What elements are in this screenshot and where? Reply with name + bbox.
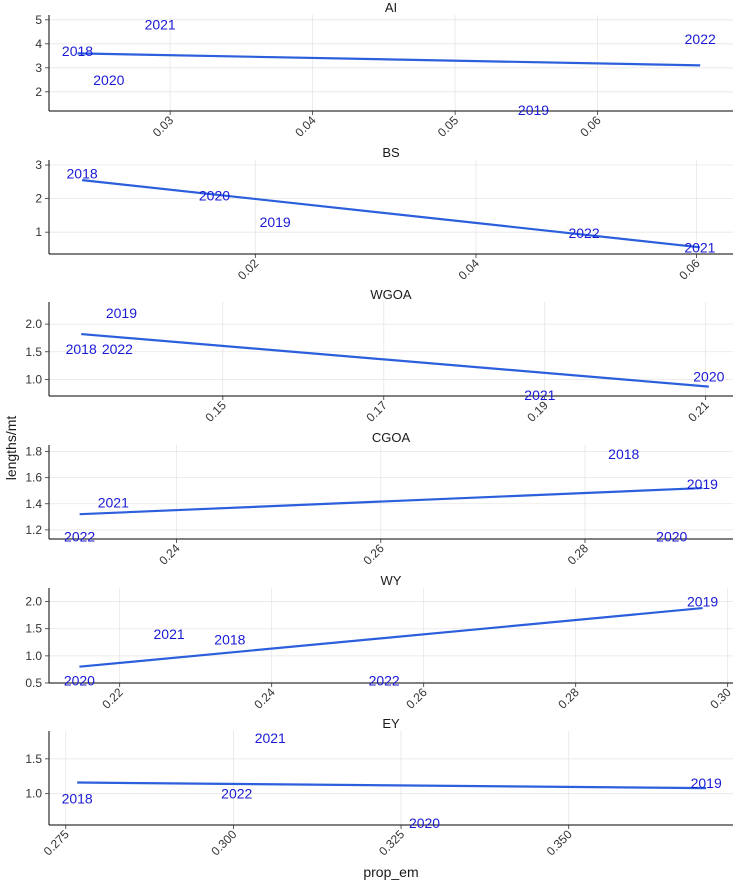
x-tick-label: 0.17 xyxy=(363,398,390,425)
point-label-2022: 2022 xyxy=(64,528,95,544)
point-label-2022: 2022 xyxy=(221,786,252,802)
y-tick-label: 1.5 xyxy=(25,622,42,636)
facet-panel-ey: 1.0 1.5 0.275 0.300 0.325 0.350 EY 2021 2018 2022… xyxy=(25,716,733,858)
facet-panel-wy: 0.5 1.0 1.5 2.0 0.22 0.24 0.26 0.28 0.30 WY 2021 20… xyxy=(25,573,734,712)
facet-title: AI xyxy=(385,0,397,15)
point-label-2019: 2019 xyxy=(687,476,718,492)
x-tick-label: 0.28 xyxy=(565,541,592,568)
trend-line xyxy=(79,486,703,516)
y-tick-label: 3 xyxy=(35,61,42,75)
point-label-2020: 2020 xyxy=(693,369,724,385)
x-tick-label: 0.04 xyxy=(456,256,483,283)
point-label-2018: 2018 xyxy=(62,791,93,807)
y-tick-label: 2.0 xyxy=(25,317,42,331)
x-tick-label: 0.30 xyxy=(707,685,734,712)
facet-panel-ai: 2 3 4 5 0.03 0.04 0.05 0.06 AI 2018 2021 2020 2022 20… xyxy=(35,0,733,140)
point-label-2018: 2018 xyxy=(66,341,97,357)
y-tick-label: 1.4 xyxy=(25,497,42,511)
point-label-2020: 2020 xyxy=(199,187,230,203)
y-tick-label: 5 xyxy=(35,13,42,27)
point-label-2018: 2018 xyxy=(608,446,639,462)
y-tick-label: 2.0 xyxy=(25,595,42,609)
point-label-2021: 2021 xyxy=(255,730,286,746)
point-label-2021: 2021 xyxy=(154,626,185,642)
y-tick-label: 4 xyxy=(35,37,42,51)
point-label-2019: 2019 xyxy=(691,775,722,791)
x-tick-label: 0.04 xyxy=(292,113,319,140)
y-tick-label: 1 xyxy=(35,225,42,239)
point-label-2022: 2022 xyxy=(102,341,133,357)
x-tick-label: 0.325 xyxy=(376,827,407,858)
x-tick-label: 0.28 xyxy=(555,685,582,712)
y-tick-label: 2 xyxy=(35,192,42,206)
facet-panel-cgoa: 1.2 1.4 1.6 1.8 0.24 0.26 0.28 CGOA 2018 2021 2022… xyxy=(25,430,733,568)
facet-title: WGOA xyxy=(370,287,411,302)
x-tick-label: 0.21 xyxy=(685,398,712,425)
point-label-2019: 2019 xyxy=(518,102,549,118)
trend-line xyxy=(77,52,701,67)
y-tick-label: 1.6 xyxy=(25,471,42,485)
point-label-2020: 2020 xyxy=(409,815,440,831)
x-tick-label: 0.06 xyxy=(577,113,604,140)
point-label-2022: 2022 xyxy=(568,225,599,241)
trend-line xyxy=(77,781,707,790)
point-label-2021: 2021 xyxy=(684,239,715,255)
point-label-2021: 2021 xyxy=(98,494,129,510)
y-tick-label: 1.5 xyxy=(25,752,42,766)
x-tick-label: 0.03 xyxy=(150,113,177,140)
facet-title: BS xyxy=(382,145,400,160)
point-label-2020: 2020 xyxy=(64,672,95,688)
trend-line xyxy=(81,332,709,388)
point-label-2019: 2019 xyxy=(260,214,291,230)
x-tick-label: 0.275 xyxy=(41,827,72,858)
x-tick-label: 0.26 xyxy=(403,685,430,712)
x-tick-label: 0.24 xyxy=(251,685,278,712)
point-label-2020: 2020 xyxy=(93,72,124,88)
facet-title: CGOA xyxy=(372,430,411,445)
x-tick-label: 0.24 xyxy=(156,541,183,568)
point-label-2019: 2019 xyxy=(687,594,718,610)
x-tick-label: 0.02 xyxy=(235,256,262,283)
facet-panel-bs: 1 2 3 0.02 0.04 0.06 BS 2018 2020 2019 2022 2021 xyxy=(35,145,733,283)
point-label-2018: 2018 xyxy=(62,43,93,59)
point-label-2022: 2022 xyxy=(685,31,716,47)
point-label-2021: 2021 xyxy=(145,17,176,33)
point-label-2022: 2022 xyxy=(369,672,400,688)
point-label-2020: 2020 xyxy=(656,528,687,544)
y-tick-label: 1.0 xyxy=(25,372,42,386)
x-tick-label: 0.06 xyxy=(676,256,703,283)
y-tick-label: 1.2 xyxy=(25,523,42,537)
y-tick-label: 0.5 xyxy=(25,676,42,690)
x-tick-label: 0.350 xyxy=(544,827,575,858)
facet-title: WY xyxy=(381,573,402,588)
y-axis-title: lengths/mt xyxy=(3,416,19,481)
y-tick-label: 1.8 xyxy=(25,445,42,459)
y-tick-label: 2 xyxy=(35,85,42,99)
x-tick-label: 0.300 xyxy=(208,827,239,858)
x-axis-title: prop_em xyxy=(363,864,418,880)
y-tick-label: 1.0 xyxy=(25,649,42,663)
y-tick-label: 3 xyxy=(35,158,42,172)
x-tick-label: 0.22 xyxy=(99,685,126,712)
x-tick-label: 0.15 xyxy=(203,398,230,425)
point-label-2018: 2018 xyxy=(214,632,245,648)
facet-title: EY xyxy=(382,716,400,731)
x-tick-label: 0.05 xyxy=(435,113,462,140)
trend-line xyxy=(79,606,703,668)
trend-line xyxy=(81,179,701,249)
y-tick-label: 1.5 xyxy=(25,345,42,359)
y-tick-label: 1.0 xyxy=(25,787,42,801)
point-label-2019: 2019 xyxy=(106,305,137,321)
x-tick-label: 0.26 xyxy=(360,541,387,568)
point-label-2021: 2021 xyxy=(524,387,555,403)
point-label-2018: 2018 xyxy=(67,165,98,181)
